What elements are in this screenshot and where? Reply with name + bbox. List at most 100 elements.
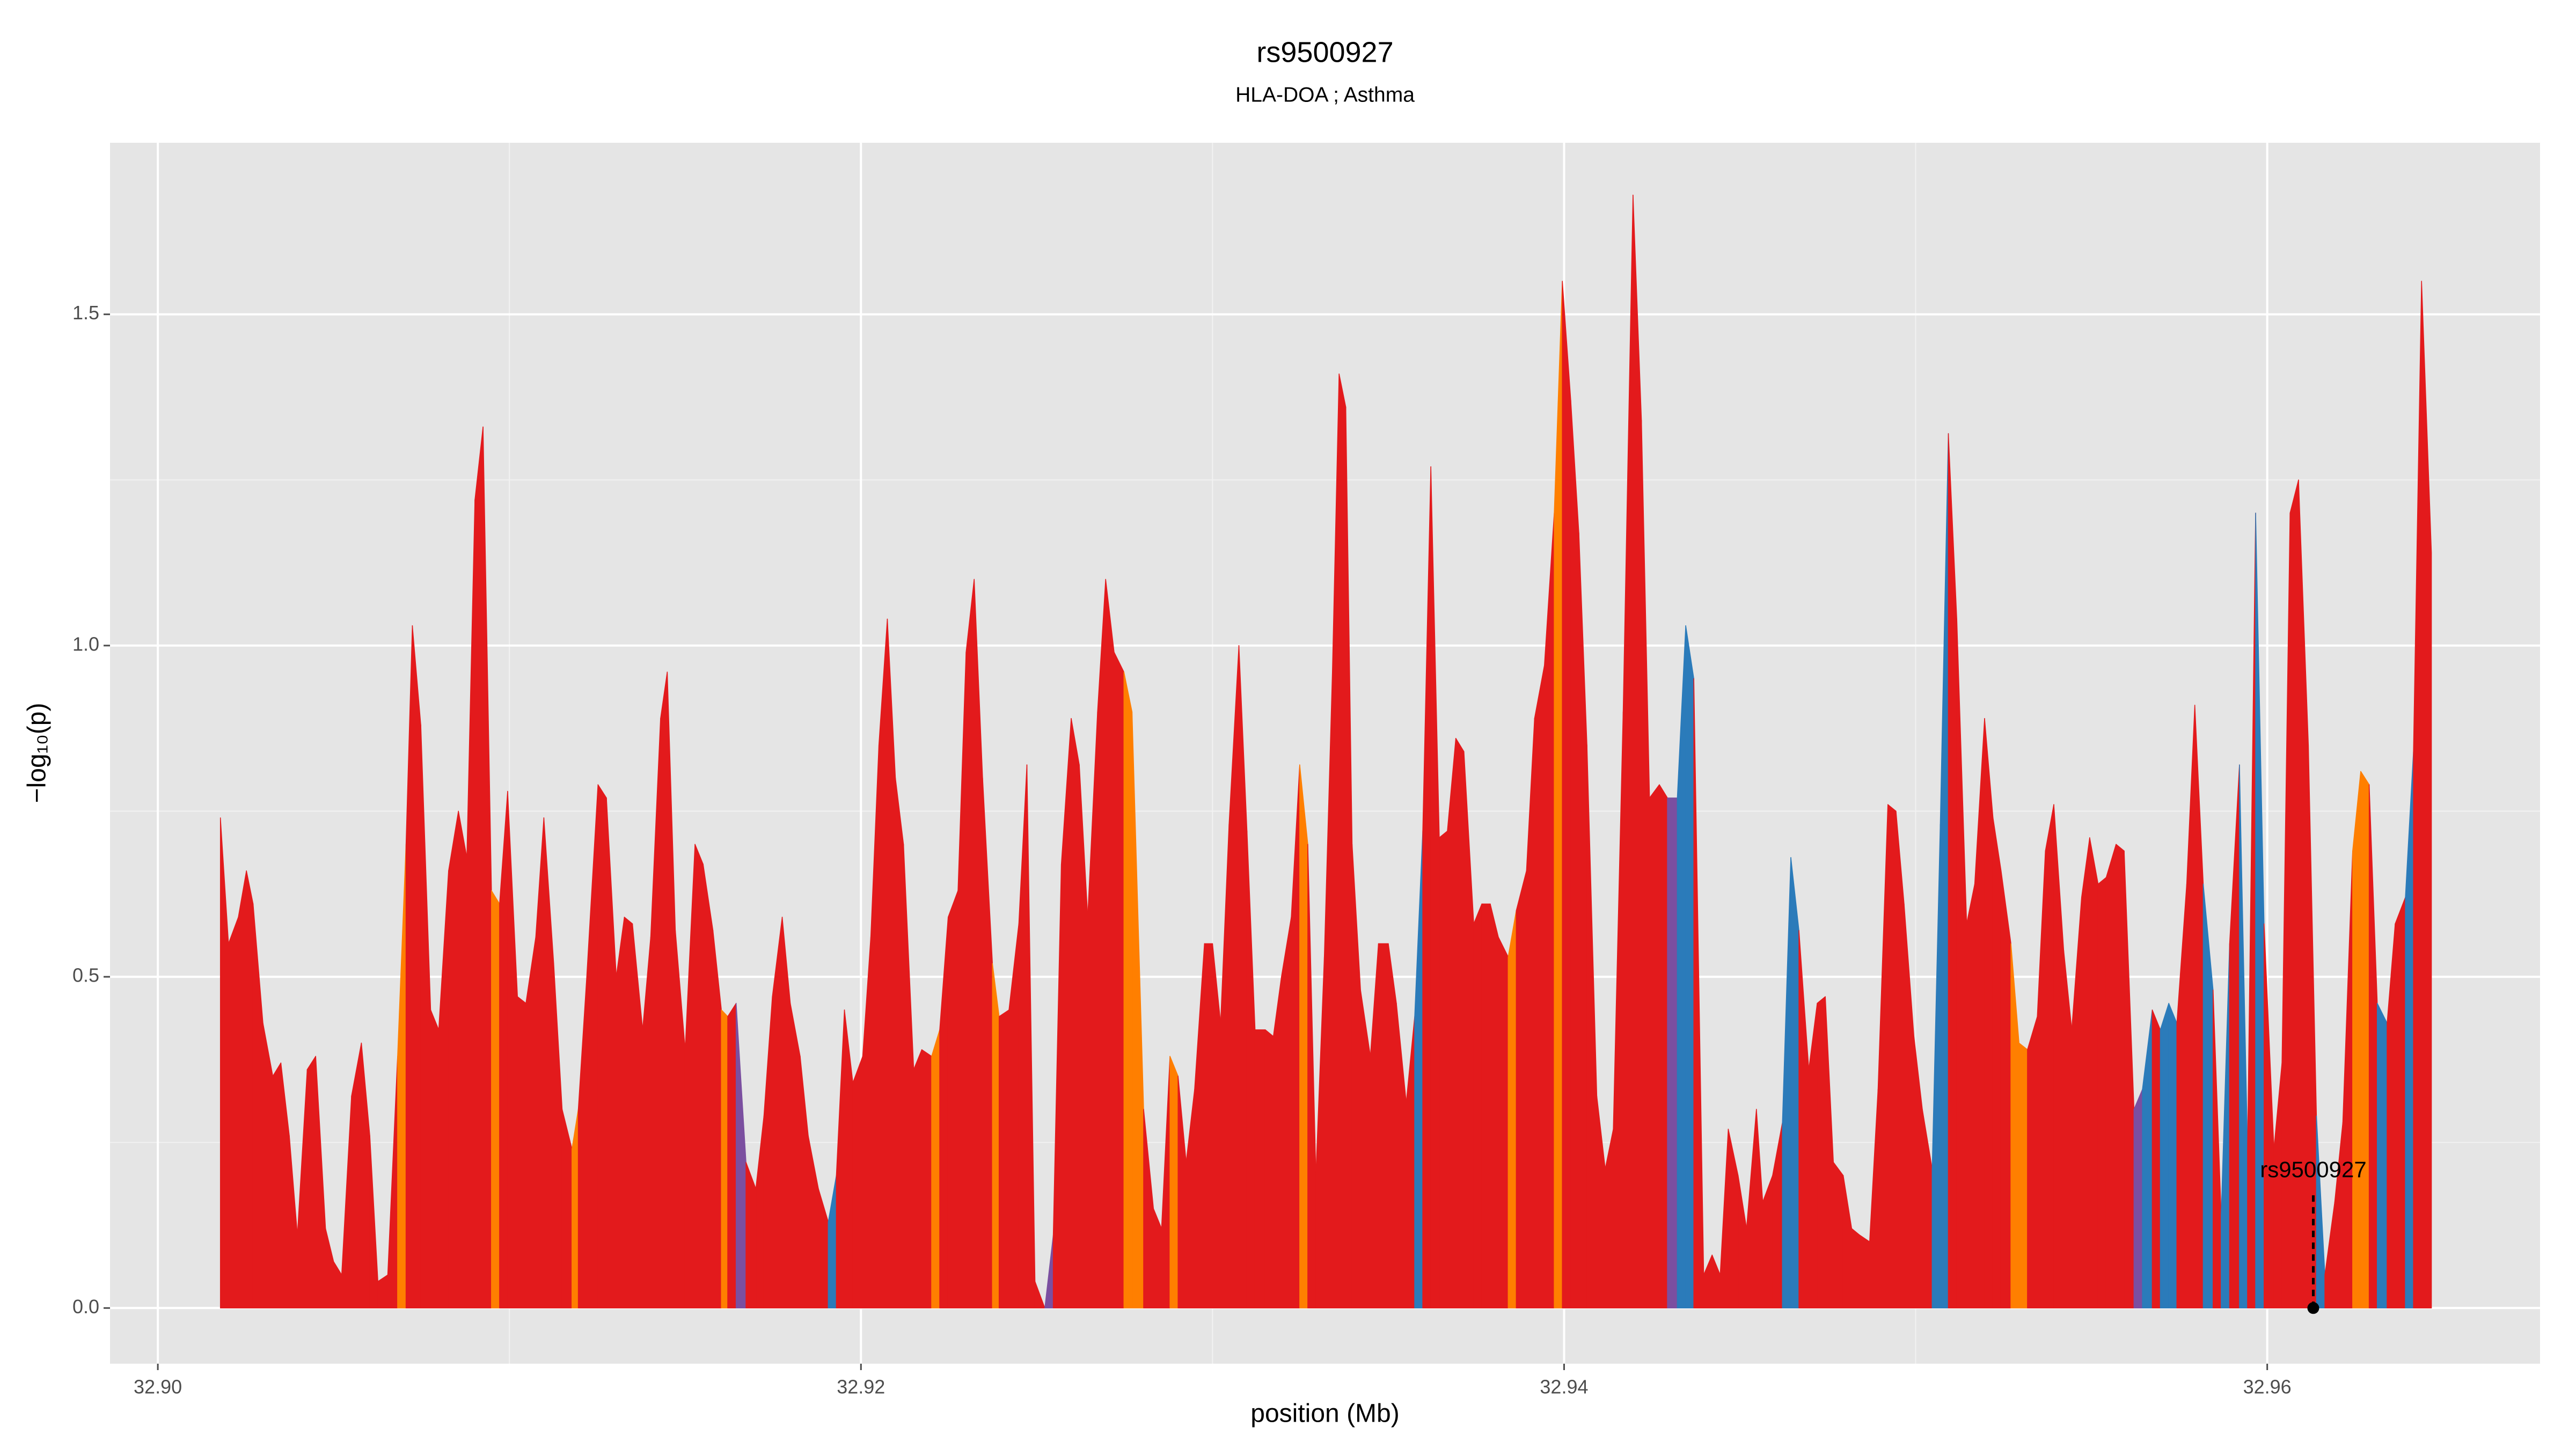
area-segment <box>2376 1002 2388 1309</box>
area-segment <box>2168 1002 2178 1309</box>
area-segment <box>1887 804 1897 1309</box>
area-segment <box>913 1049 923 1309</box>
area-segment <box>660 671 668 1309</box>
area-segment <box>694 844 704 1309</box>
area-segment <box>2421 281 2432 1309</box>
area-segment <box>2160 1002 2169 1309</box>
area-segment <box>1851 1228 1861 1309</box>
area-segment <box>491 890 500 1309</box>
area-segment <box>2151 1009 2161 1309</box>
area-segment <box>228 917 239 1309</box>
area-segment <box>1264 1029 1274 1309</box>
area-segment <box>238 870 247 1309</box>
area-segment <box>2352 771 2361 1309</box>
area-segment <box>597 784 607 1309</box>
area-segment <box>1281 917 1292 1309</box>
area-segment <box>1817 996 1826 1309</box>
area-segment <box>2081 837 2090 1309</box>
area-segment <box>931 1029 940 1309</box>
y-tick-label: 1.5 <box>72 302 99 324</box>
area-segment <box>272 1062 282 1309</box>
area-segment <box>1378 943 1389 1309</box>
area-segment <box>852 1056 863 1309</box>
area-segment <box>992 963 1000 1309</box>
area-segment <box>2133 1089 2143 1309</box>
area-segment <box>525 936 537 1309</box>
area-segment <box>721 1009 728 1309</box>
area-segment <box>1896 810 1905 1309</box>
area-segment <box>2045 804 2054 1309</box>
x-tick-label: 32.96 <box>2243 1376 2292 1398</box>
area-segment <box>1388 943 1397 1309</box>
area-segment <box>474 426 484 1309</box>
area-segment <box>1833 1161 1844 1309</box>
area-segment <box>1685 625 1694 1309</box>
area-segment <box>1455 737 1465 1309</box>
area-segment <box>1272 976 1282 1309</box>
area-segment <box>430 1009 440 1309</box>
area-segment <box>246 870 254 1309</box>
area-segment <box>1992 817 2002 1309</box>
area-segment <box>2000 870 2011 1309</box>
area-segment <box>1034 1281 1045 1309</box>
area-segment <box>1859 1234 1870 1309</box>
y-tick-label: 0.0 <box>72 1296 99 1318</box>
area-segment <box>624 917 633 1309</box>
area-segment <box>998 1009 1009 1309</box>
area-segment <box>1473 903 1482 1309</box>
annotation-point <box>2307 1302 2319 1314</box>
area-segment <box>1490 903 1499 1309</box>
x-axis-title: position (Mb) <box>1250 1400 1399 1428</box>
area-segment <box>2018 1042 2028 1309</box>
area-segment <box>1790 857 1799 1309</box>
area-segment <box>1338 374 1346 1309</box>
area-segment <box>1299 764 1308 1309</box>
area-segment <box>306 1056 316 1309</box>
area-segment <box>1204 943 1213 1309</box>
area-segment <box>702 863 714 1309</box>
area-segment <box>727 1002 737 1309</box>
area-segment <box>2289 479 2299 1309</box>
area-segment <box>1534 665 1545 1309</box>
area-segment <box>947 890 958 1309</box>
area-segment <box>2105 844 2117 1309</box>
area-segment <box>1966 883 1975 1309</box>
area <box>219 194 2432 1309</box>
area-segment <box>1114 652 1125 1309</box>
area-segment <box>616 917 625 1309</box>
area-segment <box>2116 844 2125 1309</box>
area-segment <box>1439 830 1448 1309</box>
y-tick-label: 0.5 <box>72 964 99 986</box>
area-segment <box>2097 877 2107 1309</box>
area-segment <box>458 810 467 1309</box>
annotation-label: rs9500927 <box>2260 1157 2367 1182</box>
area-segment <box>789 1002 801 1309</box>
chart-title: rs9500927 <box>1256 36 1393 68</box>
area-segment <box>965 579 975 1309</box>
area-segment <box>2395 897 2406 1309</box>
area-segment <box>517 996 526 1309</box>
area-segment <box>1169 1056 1179 1309</box>
area-segment <box>1507 910 1517 1309</box>
x-tick-label: 32.92 <box>837 1376 885 1398</box>
area-segment <box>1097 579 1106 1309</box>
area-segment <box>895 778 904 1309</box>
area-segment <box>2027 1016 2038 1309</box>
area-segment <box>1667 797 1678 1309</box>
area-segment <box>1071 718 1080 1309</box>
y-axis-title: −log₁₀(p) <box>23 703 52 803</box>
area-segment <box>1481 903 1491 1309</box>
area-segment <box>878 618 888 1309</box>
area-segment <box>1984 718 1994 1309</box>
area-segment <box>412 625 421 1309</box>
area-segment <box>1516 870 1527 1309</box>
area-segment <box>448 810 459 1309</box>
area-segment <box>1562 281 1571 1309</box>
area-segment <box>1123 671 1133 1309</box>
area-segment <box>1254 1029 1266 1309</box>
y-tick-label: 1.0 <box>72 633 99 655</box>
area-segment <box>1570 400 1579 1309</box>
x-tick-label: 32.94 <box>1540 1376 1588 1398</box>
